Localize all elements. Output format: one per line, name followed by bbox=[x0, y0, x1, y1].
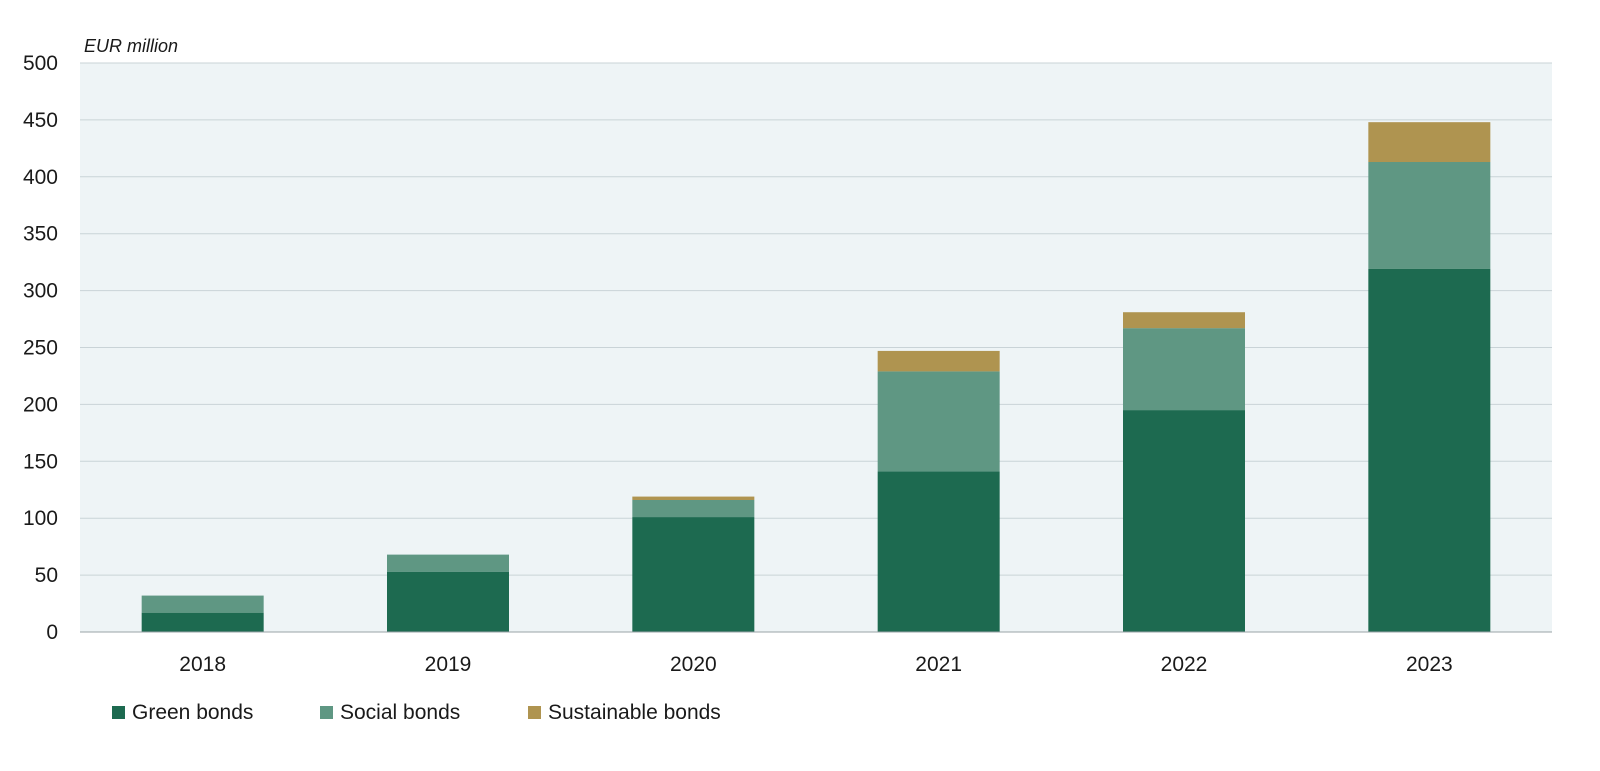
y-axis-ticks: 0 50 100 150 200 250 300 350 400 450 500 bbox=[23, 52, 58, 644]
bar-segment bbox=[387, 571, 509, 632]
x-tick-label: 2021 bbox=[915, 653, 962, 676]
y-tick-label: 400 bbox=[23, 166, 58, 189]
bar-segment bbox=[632, 499, 755, 518]
legend-swatch bbox=[528, 706, 541, 719]
bar-segment bbox=[1123, 410, 1245, 632]
y-tick-label: 0 bbox=[46, 621, 58, 644]
y-tick-label: 300 bbox=[23, 280, 58, 303]
legend-label: Green bonds bbox=[132, 701, 253, 724]
bar-segment bbox=[141, 612, 264, 632]
x-tick-label: 2023 bbox=[1406, 653, 1453, 676]
gridlines bbox=[80, 62, 1552, 576]
bar-segment bbox=[877, 371, 1000, 472]
bar-segment bbox=[632, 517, 755, 632]
y-tick-label: 100 bbox=[23, 507, 58, 530]
bar-segment bbox=[877, 471, 1000, 632]
legend-swatch bbox=[320, 706, 333, 719]
x-tick-label: 2022 bbox=[1161, 653, 1208, 676]
bar-segment bbox=[1123, 312, 1245, 329]
y-tick-label: 200 bbox=[23, 393, 58, 416]
unit-label: EUR million bbox=[84, 36, 178, 56]
bar-segment bbox=[387, 554, 509, 572]
legend: Green bonds Social bonds Sustainable bonds bbox=[112, 701, 721, 724]
x-tick-label: 2018 bbox=[179, 653, 226, 676]
bar-segment bbox=[1123, 328, 1245, 411]
bar-segment bbox=[1368, 162, 1491, 269]
legend-label: Social bonds bbox=[340, 701, 460, 724]
y-tick-label: 350 bbox=[23, 223, 58, 246]
y-tick-label: 450 bbox=[23, 109, 58, 132]
x-axis-ticks: 2018 2019 2020 2021 2022 2023 bbox=[179, 653, 1452, 676]
bar-segment bbox=[141, 595, 264, 613]
bar-segment bbox=[632, 496, 755, 500]
x-tick-label: 2019 bbox=[425, 653, 472, 676]
x-tick-label: 2020 bbox=[670, 653, 717, 676]
y-tick-label: 500 bbox=[23, 52, 58, 75]
bar-segment bbox=[1368, 268, 1491, 632]
bar-segment bbox=[877, 350, 1000, 372]
y-tick-label: 50 bbox=[35, 564, 58, 587]
bars bbox=[141, 122, 1491, 632]
legend-label: Sustainable bonds bbox=[548, 701, 721, 724]
legend-swatch bbox=[112, 706, 125, 719]
bar-segment bbox=[1368, 122, 1491, 163]
y-tick-label: 250 bbox=[23, 337, 58, 360]
y-tick-label: 150 bbox=[23, 450, 58, 473]
